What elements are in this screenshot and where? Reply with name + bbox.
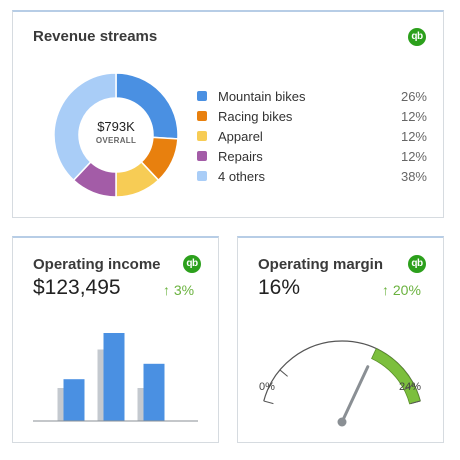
legend-label: Apparel: [218, 128, 263, 144]
gauge-tick: [410, 400, 421, 405]
legend-label: 4 others: [218, 168, 265, 184]
quickbooks-logo-icon[interactable]: qb: [183, 255, 201, 273]
revenue-donut-chart[interactable]: [53, 72, 179, 198]
operating-margin-card: Operating margin qb 16% ↑ 20% 0% 24%: [237, 236, 444, 443]
legend-percent: 26%: [400, 88, 427, 104]
legend-item[interactable]: Apparel 12%: [197, 126, 427, 146]
legend-swatch: [197, 111, 207, 121]
operating-margin-change: ↑ 20%: [382, 282, 421, 298]
donut-total-caption: OVERALL: [95, 136, 137, 145]
legend-item[interactable]: Repairs 12%: [197, 146, 427, 166]
legend-swatch: [197, 131, 207, 141]
operating-income-change: ↑ 3%: [163, 282, 195, 298]
bar-current-period[interactable]: [143, 363, 165, 421]
gauge-min-label: 0%: [259, 381, 275, 393]
legend-percent: 12%: [400, 148, 427, 164]
donut-center-label: $793K OVERALL: [76, 119, 156, 145]
legend-label: Racing bikes: [218, 108, 293, 124]
revenue-streams-card: Revenue streams qb $793K OVERALL Mountai…: [12, 10, 444, 218]
donut-total-value: $793K: [97, 119, 135, 134]
operating-income-value: $123,495: [33, 276, 121, 299]
gauge-target-band[interactable]: [371, 348, 421, 405]
legend-item[interactable]: Mountain bikes 26%: [197, 86, 427, 106]
legend-label: Mountain bikes: [218, 88, 306, 104]
gauge-max-label: 24%: [399, 381, 422, 393]
gauge-needle: [340, 365, 370, 424]
gauge-tick: [404, 384, 415, 390]
operating-income-bar-chart[interactable]: [28, 304, 208, 424]
gauge-tick: [263, 400, 274, 405]
legend-swatch: [197, 171, 207, 181]
quickbooks-logo-icon[interactable]: qb: [408, 28, 426, 46]
legend-percent: 12%: [400, 108, 427, 124]
operating-margin-gauge[interactable]: [238, 298, 445, 438]
bar-current-period[interactable]: [63, 379, 85, 421]
bar-current-period[interactable]: [103, 333, 125, 421]
legend-label: Repairs: [218, 148, 263, 164]
legend-percent: 38%: [400, 168, 427, 184]
legend-item[interactable]: Racing bikes 12%: [197, 106, 427, 126]
operating-income-card: Operating income qb $123,495 ↑ 3%: [12, 236, 219, 443]
operating-margin-value: 16%: [258, 276, 301, 299]
legend-item[interactable]: 4 others 38%: [197, 166, 427, 186]
revenue-streams-title: Revenue streams: [33, 28, 158, 45]
legend-swatch: [197, 91, 207, 101]
operating-margin-title: Operating margin: [258, 256, 384, 273]
gauge-needle-hub: [337, 417, 347, 427]
operating-income-title: Operating income: [33, 256, 161, 273]
legend-swatch: [197, 151, 207, 161]
gauge-tick: [279, 369, 288, 377]
quickbooks-logo-icon[interactable]: qb: [408, 255, 426, 273]
legend-percent: 12%: [400, 128, 427, 144]
donut-slice[interactable]: [53, 72, 117, 182]
